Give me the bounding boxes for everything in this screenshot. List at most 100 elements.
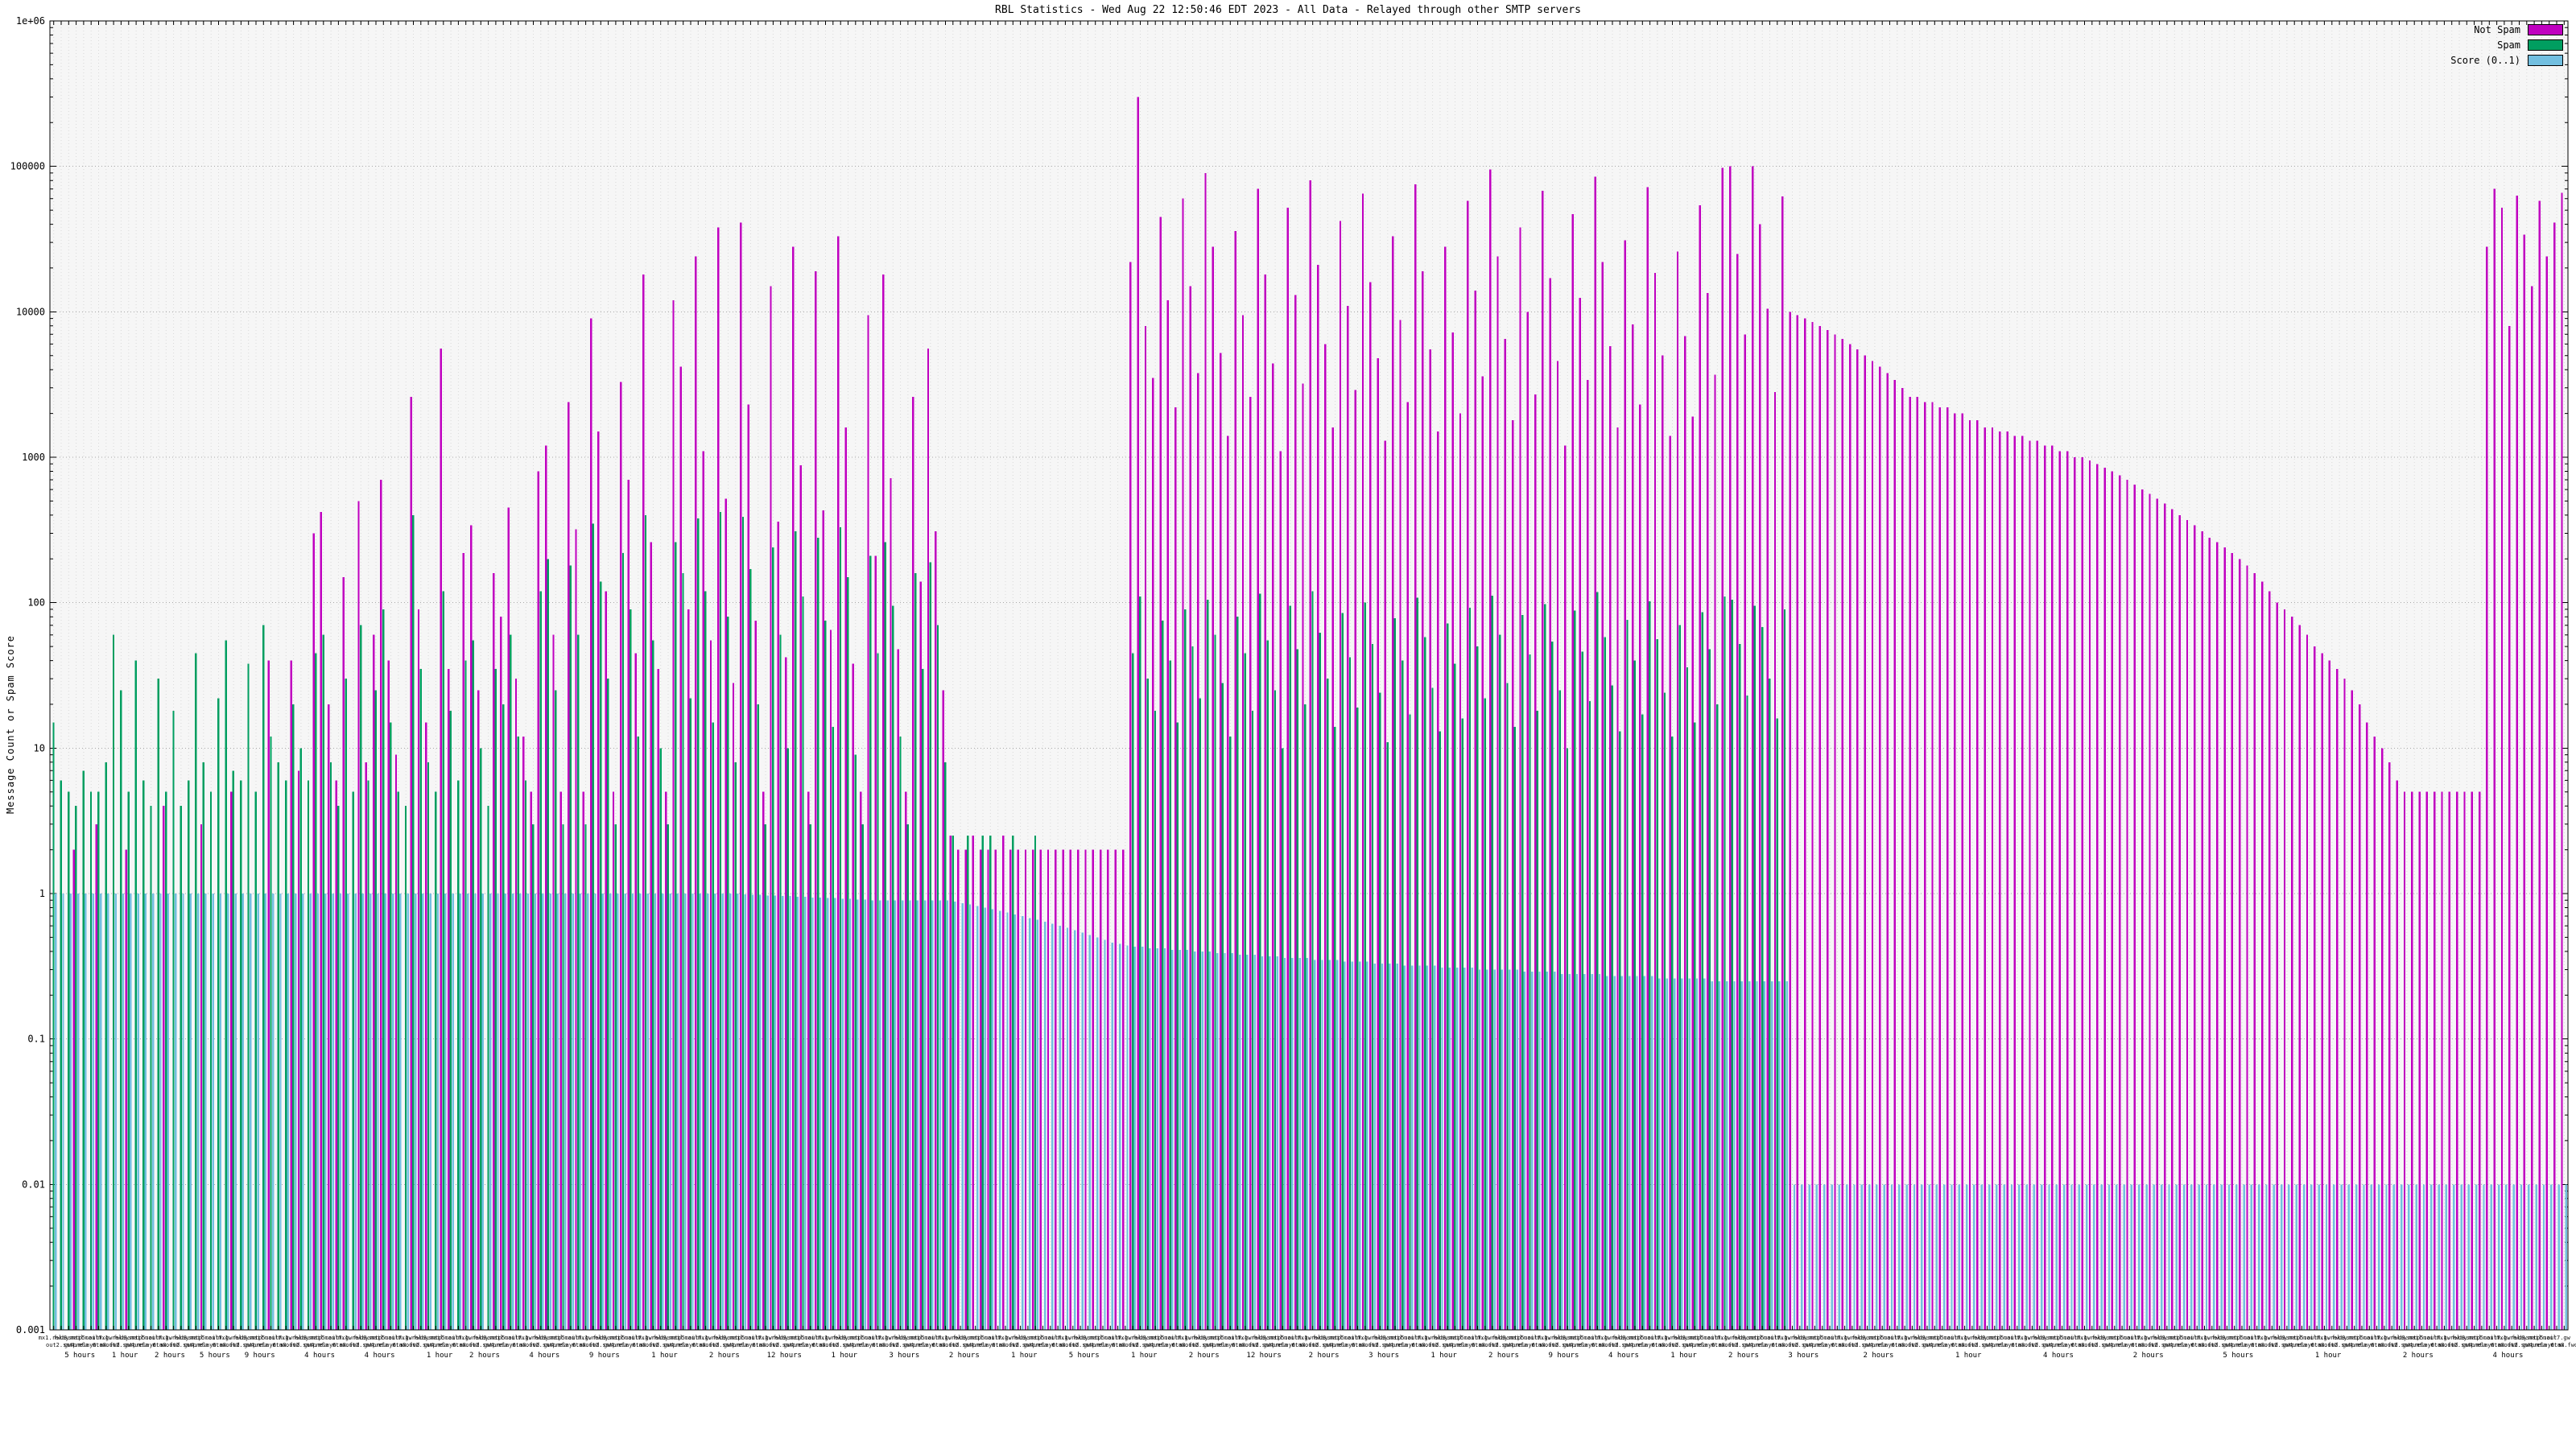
svg-text:mx1.relay: mx1.relay (518, 1335, 549, 1341)
svg-text:smtp5.out: smtp5.out (1927, 1335, 1958, 1341)
svg-text:gw4.mta: gw4.mta (1923, 1342, 1947, 1348)
svg-text:mx1.relay: mx1.relay (2437, 1335, 2467, 1341)
svg-text:smtp5.out: smtp5.out (968, 1335, 998, 1341)
svg-text:mta8.fwd: mta8.fwd (812, 1342, 840, 1348)
y-tick-label: 1000 (22, 452, 45, 463)
x-time-label: 2 hours (1309, 1352, 1340, 1360)
svg-text:gw4.mta: gw4.mta (2282, 1342, 2306, 1348)
svg-text:mail7.gw: mail7.gw (385, 1335, 413, 1341)
x-time-label: 1 hour (112, 1352, 138, 1360)
svg-text:mail7.gw: mail7.gw (745, 1335, 773, 1341)
svg-text:mail7.gw: mail7.gw (1584, 1335, 1612, 1341)
svg-text:relay6.mx: relay6.mx (2354, 1342, 2384, 1348)
svg-text:relay6.mx: relay6.mx (616, 1342, 646, 1348)
svg-text:smtp5.out: smtp5.out (1747, 1335, 1777, 1341)
svg-text:mta8.fwd: mta8.fwd (2431, 1342, 2458, 1348)
svg-text:smtp5.out: smtp5.out (1267, 1335, 1298, 1341)
svg-text:relay6.mx: relay6.mx (2174, 1342, 2205, 1348)
svg-text:fwd3.mail: fwd3.mail (1972, 1335, 2003, 1341)
x-time-label: 3 hours (889, 1352, 919, 1360)
svg-text:mx1.relay: mx1.relay (2496, 1335, 2527, 1341)
svg-text:mail7.gw: mail7.gw (2244, 1335, 2272, 1341)
svg-text:gw4.mta: gw4.mta (1023, 1342, 1047, 1348)
svg-text:mta8.fwd: mta8.fwd (572, 1342, 600, 1348)
svg-text:mail7.gw: mail7.gw (2303, 1335, 2331, 1341)
svg-text:smtp5.out: smtp5.out (608, 1335, 638, 1341)
svg-text:gw4.mta: gw4.mta (1503, 1342, 1527, 1348)
svg-text:out2.smtp: out2.smtp (345, 1342, 376, 1348)
svg-text:mx1.relay: mx1.relay (2256, 1335, 2287, 1341)
svg-text:relay6.mx: relay6.mx (2474, 1342, 2504, 1348)
svg-text:fwd3.mail: fwd3.mail (1612, 1335, 1643, 1341)
svg-text:mail7.gw: mail7.gw (1943, 1335, 1971, 1341)
svg-text:fwd3.mail: fwd3.mail (833, 1335, 864, 1341)
svg-text:mx1.relay: mx1.relay (758, 1335, 788, 1341)
svg-text:gw4.mta: gw4.mta (304, 1342, 328, 1348)
svg-text:mta8.fwd: mta8.fwd (1112, 1342, 1139, 1348)
svg-text:out2.smtp: out2.smtp (2384, 1342, 2415, 1348)
svg-text:smtp5.out: smtp5.out (488, 1335, 518, 1341)
svg-text:smtp5.out: smtp5.out (68, 1335, 99, 1341)
svg-text:smtp5.out: smtp5.out (1567, 1335, 1598, 1341)
svg-text:fwd3.mail: fwd3.mail (773, 1335, 803, 1341)
svg-text:mail7.gw: mail7.gw (2543, 1335, 2571, 1341)
legend-label: Score (0..1) (2450, 55, 2520, 66)
svg-text:gw4.mta: gw4.mta (2343, 1342, 2367, 1348)
svg-text:mx1.relay: mx1.relay (218, 1335, 249, 1341)
svg-text:gw4.mta: gw4.mta (724, 1342, 748, 1348)
svg-text:mail7.gw: mail7.gw (145, 1335, 173, 1341)
svg-text:smtp5.out: smtp5.out (1088, 1335, 1118, 1341)
x-time-label: 2 hours (1728, 1352, 1759, 1360)
svg-text:fwd3.mail: fwd3.mail (1253, 1335, 1283, 1341)
svg-text:mail7.gw: mail7.gw (1823, 1335, 1852, 1341)
svg-text:gw4.mta: gw4.mta (664, 1342, 688, 1348)
svg-text:mta8.fwd: mta8.fwd (932, 1342, 960, 1348)
svg-text:mta8.fwd: mta8.fwd (2071, 1342, 2099, 1348)
svg-text:fwd3.mail: fwd3.mail (2152, 1335, 2182, 1341)
svg-text:relay6.mx: relay6.mx (1035, 1342, 1066, 1348)
svg-text:out2.smtp: out2.smtp (1785, 1342, 1815, 1348)
y-axis-label: Message Count or Spam Score (5, 634, 16, 815)
svg-text:smtp5.out: smtp5.out (188, 1335, 219, 1341)
x-time-label: 5 hours (1069, 1352, 1100, 1360)
x-time-label: 4 hours (1608, 1352, 1639, 1360)
x-time-label: 12 hours (1246, 1352, 1281, 1360)
svg-text:smtp5.out: smtp5.out (368, 1335, 398, 1341)
svg-text:mail7.gw: mail7.gw (1704, 1335, 1732, 1341)
svg-text:relay6.mx: relay6.mx (2114, 1342, 2145, 1348)
svg-text:smtp5.out: smtp5.out (1028, 1335, 1059, 1341)
svg-text:smtp5.out: smtp5.out (728, 1335, 758, 1341)
svg-text:smtp5.out: smtp5.out (2107, 1335, 2137, 1341)
svg-text:mx1.relay: mx1.relay (1897, 1335, 1927, 1341)
y-tick-label: 100 (27, 597, 45, 609)
svg-text:fwd3.mail: fwd3.mail (713, 1335, 744, 1341)
svg-text:fwd3.mail: fwd3.mail (1492, 1335, 1523, 1341)
svg-text:out2.smtp: out2.smtp (105, 1342, 136, 1348)
svg-text:out2.smtp: out2.smtp (2145, 1342, 2175, 1348)
y-tick-label: 0.001 (16, 1324, 45, 1335)
svg-text:mail7.gw: mail7.gw (1164, 1335, 1192, 1341)
svg-text:out2.smtp: out2.smtp (286, 1342, 316, 1348)
svg-text:smtp5.out: smtp5.out (308, 1335, 339, 1341)
svg-text:gw4.mta: gw4.mta (124, 1342, 148, 1348)
svg-text:fwd3.mail: fwd3.mail (114, 1335, 144, 1341)
svg-text:mx1.relay: mx1.relay (1777, 1335, 1808, 1341)
svg-text:out2.smtp: out2.smtp (1005, 1342, 1036, 1348)
y-tick-label: 10 (34, 742, 45, 753)
svg-text:mx1.relay: mx1.relay (39, 1335, 69, 1341)
svg-text:smtp5.out: smtp5.out (548, 1335, 579, 1341)
svg-text:gw4.mta: gw4.mta (2043, 1342, 2067, 1348)
svg-text:mx1.relay: mx1.relay (1597, 1335, 1628, 1341)
svg-text:mta8.fwd: mta8.fwd (1951, 1342, 1979, 1348)
svg-text:fwd3.mail: fwd3.mail (653, 1335, 683, 1341)
svg-text:mx1.relay: mx1.relay (698, 1335, 729, 1341)
svg-text:fwd3.mail: fwd3.mail (952, 1335, 983, 1341)
svg-text:mx1.relay: mx1.relay (1418, 1335, 1448, 1341)
svg-text:mx1.relay: mx1.relay (1058, 1335, 1088, 1341)
svg-text:smtp5.out: smtp5.out (2287, 1335, 2318, 1341)
svg-text:relay6.mx: relay6.mx (436, 1342, 466, 1348)
svg-text:relay6.mx: relay6.mx (1155, 1342, 1186, 1348)
svg-text:fwd3.mail: fwd3.mail (2451, 1335, 2482, 1341)
svg-text:mail7.gw: mail7.gw (1284, 1335, 1312, 1341)
y-tick-label: 1e+06 (16, 15, 45, 27)
